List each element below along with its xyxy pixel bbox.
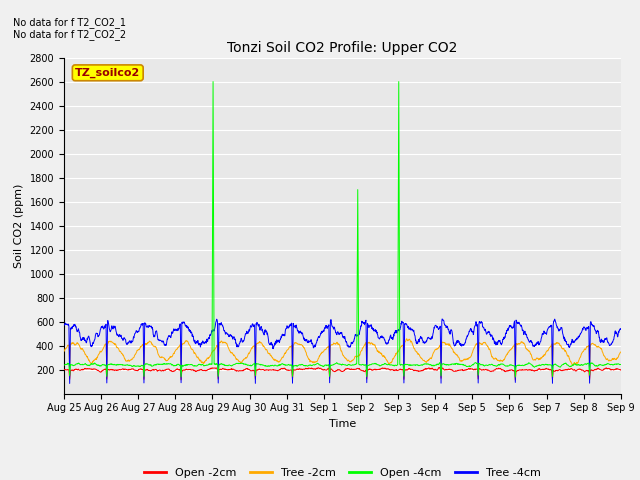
Y-axis label: Soil CO2 (ppm): Soil CO2 (ppm) <box>14 183 24 268</box>
X-axis label: Time: Time <box>329 419 356 429</box>
Text: TZ_soilco2: TZ_soilco2 <box>75 68 140 78</box>
Text: No data for f T2_CO2_2: No data for f T2_CO2_2 <box>13 29 126 40</box>
Text: No data for f T2_CO2_1: No data for f T2_CO2_1 <box>13 17 126 28</box>
Title: Tonzi Soil CO2 Profile: Upper CO2: Tonzi Soil CO2 Profile: Upper CO2 <box>227 41 458 55</box>
Legend: Open -2cm, Tree -2cm, Open -4cm, Tree -4cm: Open -2cm, Tree -2cm, Open -4cm, Tree -4… <box>140 463 545 480</box>
